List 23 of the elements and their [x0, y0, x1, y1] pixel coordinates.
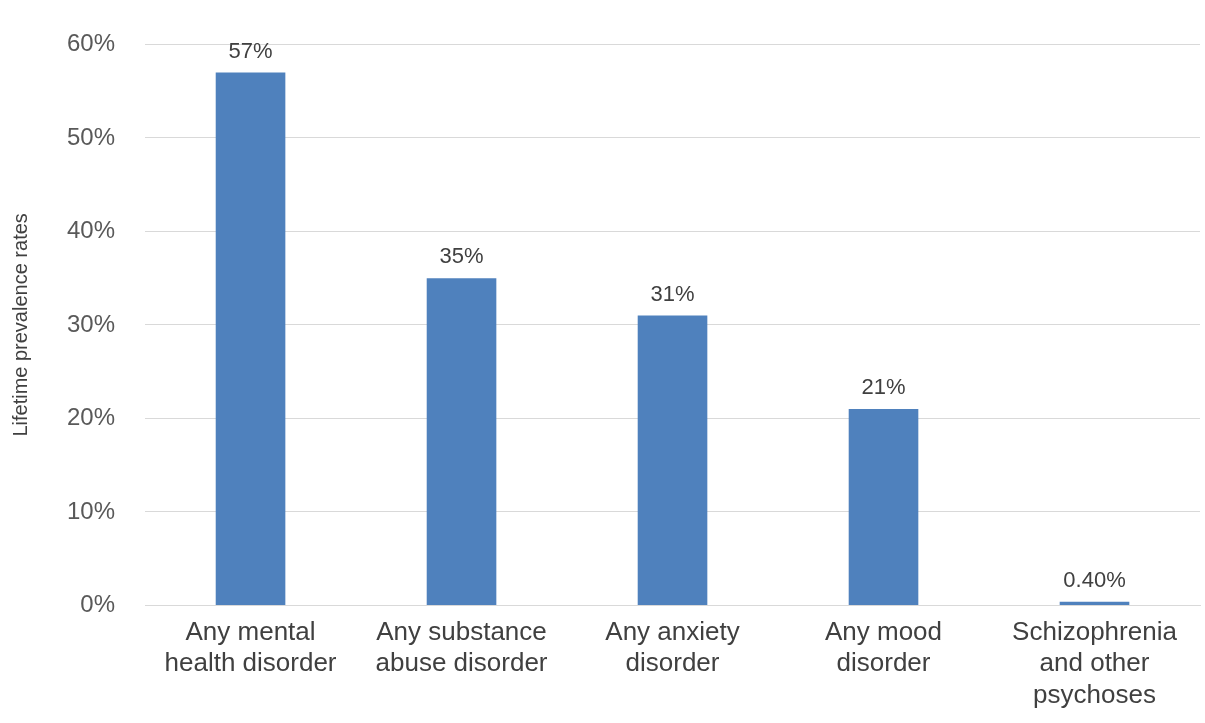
data-label: 35% [439, 243, 484, 269]
bar [848, 409, 919, 605]
data-label: 57% [228, 37, 273, 63]
y-tick-label: 60% [66, 29, 116, 57]
data-label: 21% [861, 374, 906, 400]
data-label: 0.40% [1063, 566, 1126, 592]
y-tick-label: 40% [66, 216, 116, 244]
x-tick-label: Any mood disorder [824, 616, 943, 678]
y-tick-label: 20% [66, 403, 116, 431]
bar [426, 278, 497, 605]
bar [1059, 601, 1130, 605]
y-tick-label: 0% [80, 590, 116, 618]
bar [637, 315, 708, 605]
x-tick-label: Any anxiety disorder [605, 616, 740, 678]
x-tick-label: Any substance abuse disorder [375, 616, 548, 678]
y-axis-title: Lifetime prevalence rates [8, 213, 31, 437]
y-tick-label: 30% [66, 309, 116, 337]
y-tick-label: 10% [66, 496, 116, 524]
bar [215, 72, 286, 605]
x-tick-label: Schizophrenia and other psychoses [1012, 616, 1178, 709]
y-tick-label: 50% [66, 122, 116, 150]
data-label: 31% [650, 280, 695, 306]
x-tick-label: Any mental health disorder [164, 616, 337, 678]
